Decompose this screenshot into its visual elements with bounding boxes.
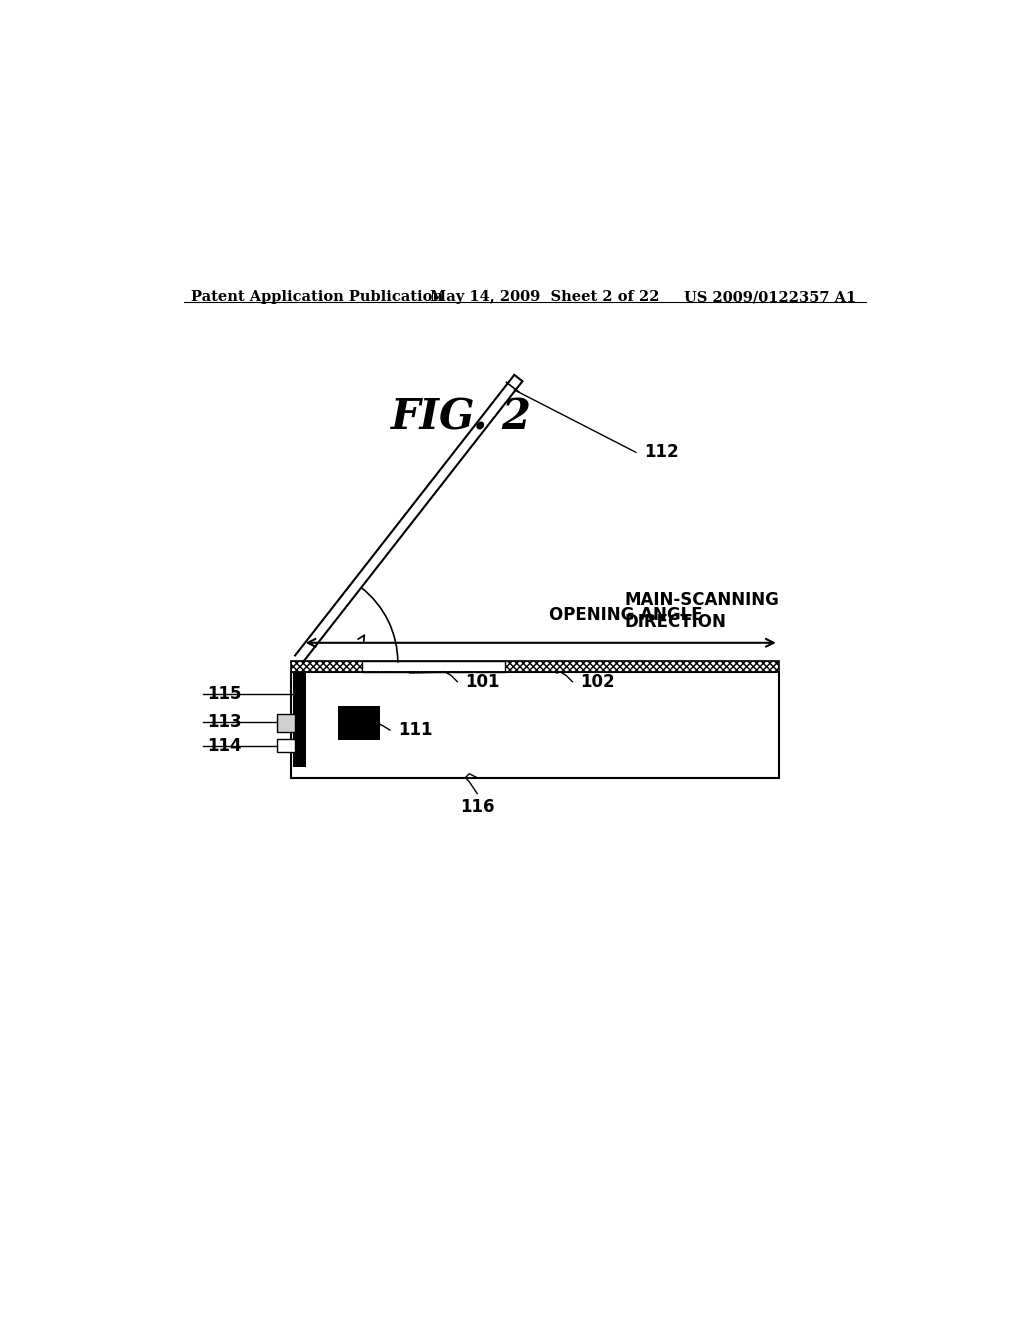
Text: 116: 116 — [460, 797, 495, 816]
Text: FIG. 2: FIG. 2 — [391, 397, 531, 438]
Bar — [291, 661, 778, 672]
Text: 113: 113 — [207, 713, 242, 731]
Text: Patent Application Publication: Patent Application Publication — [191, 290, 443, 305]
Text: 114: 114 — [207, 737, 242, 755]
Text: 101: 101 — [465, 673, 500, 690]
Bar — [278, 714, 295, 731]
Text: OPENING ANGLE: OPENING ANGLE — [549, 606, 702, 624]
Text: 115: 115 — [207, 685, 242, 704]
Bar — [338, 706, 380, 739]
Text: US 2009/0122357 A1: US 2009/0122357 A1 — [684, 290, 856, 305]
Bar — [362, 661, 505, 672]
Bar — [291, 672, 778, 777]
Bar — [278, 739, 295, 751]
Text: May 14, 2009  Sheet 2 of 22: May 14, 2009 Sheet 2 of 22 — [430, 290, 659, 305]
Text: MAIN-SCANNING
DIRECTION: MAIN-SCANNING DIRECTION — [624, 590, 779, 631]
Bar — [362, 661, 505, 672]
Text: 111: 111 — [397, 721, 432, 739]
Bar — [293, 672, 306, 767]
Text: 112: 112 — [644, 444, 679, 461]
Text: 102: 102 — [581, 673, 615, 690]
